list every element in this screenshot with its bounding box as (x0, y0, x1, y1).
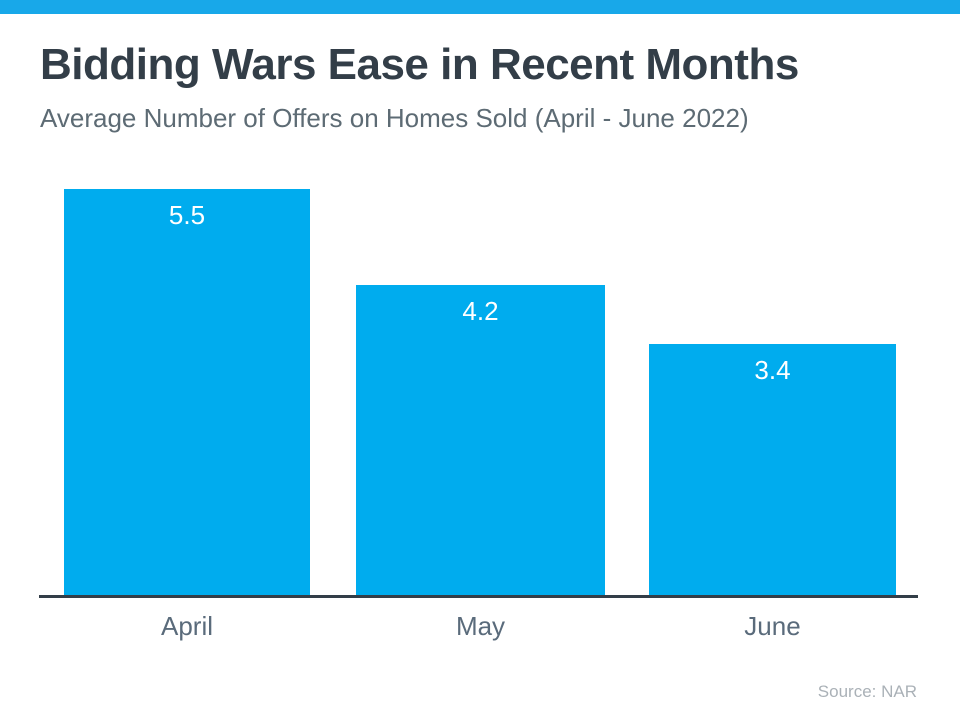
x-axis-label-june: June (744, 611, 801, 641)
bar-value-label-april: 5.5 (168, 200, 206, 230)
bar-value-label-june: 3.4 (754, 355, 791, 385)
bar-may: 4.2 (356, 285, 605, 596)
bar-value-label-may: 4.2 (462, 296, 499, 326)
chart-title: Bidding Wars Ease in Recent Months (40, 40, 799, 89)
x-axis-label-april: April (160, 611, 213, 641)
x-axis-line (39, 595, 918, 598)
chart-subtitle: Average Number of Offers on Homes Sold (… (40, 103, 749, 133)
brand-accent-bar (0, 0, 960, 14)
bar-april: 5.5 (64, 189, 310, 596)
x-axis-label-may: May (455, 611, 506, 641)
bar-june: 3.4 (649, 344, 896, 596)
source-credit: Source: NAR (817, 682, 917, 701)
